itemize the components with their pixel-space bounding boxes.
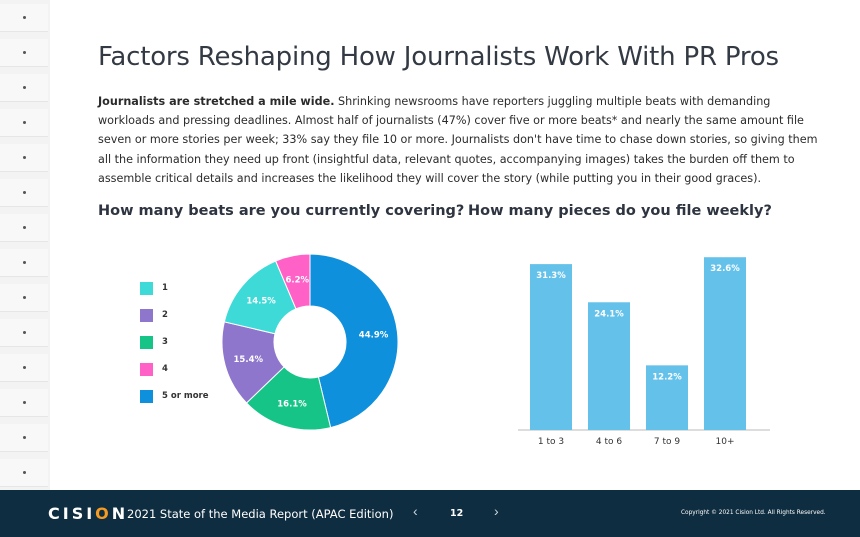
beats-donut-chart: 44.9% 16.1% 15.4% 14.5% 6.2%	[221, 253, 399, 431]
donut-slice-label: 44.9%	[359, 330, 389, 340]
legend-swatch	[140, 282, 153, 295]
pieces-chart-title: How many pieces do you file weekly?	[468, 203, 772, 219]
legend-label: 2	[162, 310, 168, 320]
bar	[646, 365, 688, 430]
legend-label: 5 or more	[162, 391, 209, 401]
category-label: 7 to 9	[654, 437, 680, 447]
legend-swatch	[140, 336, 153, 349]
pieces-bar-chart: 31.3% 1 to 3 24.1% 4 to 6 12.2% 7 to 9 32.6% 10…	[518, 257, 770, 447]
category-label: 1 to 3	[538, 437, 564, 447]
legend-item: 2	[140, 309, 260, 323]
slide-thumbnail[interactable]	[0, 39, 48, 67]
legend-label: 1	[162, 283, 168, 293]
slide: Factors Reshaping How Journalists Work W…	[50, 0, 860, 490]
bar-value-label: 12.2%	[652, 372, 682, 382]
bar	[588, 302, 630, 430]
slide-thumbnail[interactable]	[0, 284, 48, 312]
bar-value-label: 24.1%	[594, 309, 624, 319]
intro-lead: Journalists are stretched a mile wide.	[98, 95, 335, 108]
legend-item: 1	[140, 282, 260, 296]
legend-label: 3	[162, 337, 168, 347]
slide-thumbnail[interactable]	[0, 459, 48, 487]
legend-swatch	[140, 363, 153, 376]
bar	[530, 264, 572, 430]
bar-value-label: 32.6%	[710, 264, 740, 274]
next-page-chevron-icon[interactable]: ›	[494, 503, 499, 519]
legend-swatch	[140, 309, 153, 322]
intro-text: Shrinking newsrooms have reporters juggl…	[98, 95, 818, 185]
slide-thumbnail[interactable]	[0, 389, 48, 417]
donut-slice-label: 15.4%	[234, 355, 264, 365]
bar	[704, 257, 746, 430]
category-label: 4 to 6	[596, 437, 622, 447]
previous-page-chevron-icon[interactable]: ‹	[413, 503, 418, 519]
intro-paragraph: Journalists are stretched a mile wide. S…	[98, 92, 818, 188]
donut-slice	[309, 253, 399, 429]
donut-slice	[274, 253, 311, 310]
slide-thumbnail[interactable]	[0, 74, 48, 102]
footer-bar: CISION 2021 State of the Media Report (A…	[0, 490, 860, 537]
legend-label: 4	[162, 364, 168, 374]
slide-thumbnail[interactable]	[0, 109, 48, 137]
slide-thumbnail[interactable]	[0, 319, 48, 347]
slide-thumbnail[interactable]	[0, 4, 48, 32]
legend-swatch	[140, 390, 153, 403]
category-label: 10+	[716, 437, 735, 447]
slide-thumbnail-rail	[0, 0, 50, 490]
donut-slice-label: 16.1%	[277, 399, 307, 409]
slide-thumbnail[interactable]	[0, 424, 48, 452]
slide-thumbnail[interactable]	[0, 354, 48, 382]
legend-item: 4	[140, 363, 260, 377]
legend-item: 3	[140, 336, 260, 350]
donut-slice-label: 14.5%	[246, 297, 276, 307]
slide-thumbnail[interactable]	[0, 214, 48, 242]
beats-chart-title: How many beats are you currently coverin…	[98, 203, 465, 219]
copyright-notice: Copyright © 2021 Cision Ltd. All Rights …	[681, 510, 826, 516]
slide-thumbnail[interactable]	[0, 179, 48, 207]
bar-value-label: 31.3%	[536, 271, 566, 281]
donut-slice-label: 6.2%	[285, 275, 309, 285]
report-title: 2021 State of the Media Report (APAC Edi…	[127, 507, 394, 521]
legend-item: 5 or more	[140, 390, 260, 404]
slide-thumbnail[interactable]	[0, 144, 48, 172]
cision-logo: CISION	[48, 504, 129, 523]
page-number: 12	[450, 508, 464, 519]
page-title: Factors Reshaping How Journalists Work W…	[98, 42, 779, 72]
slide-thumbnail[interactable]	[0, 249, 48, 277]
